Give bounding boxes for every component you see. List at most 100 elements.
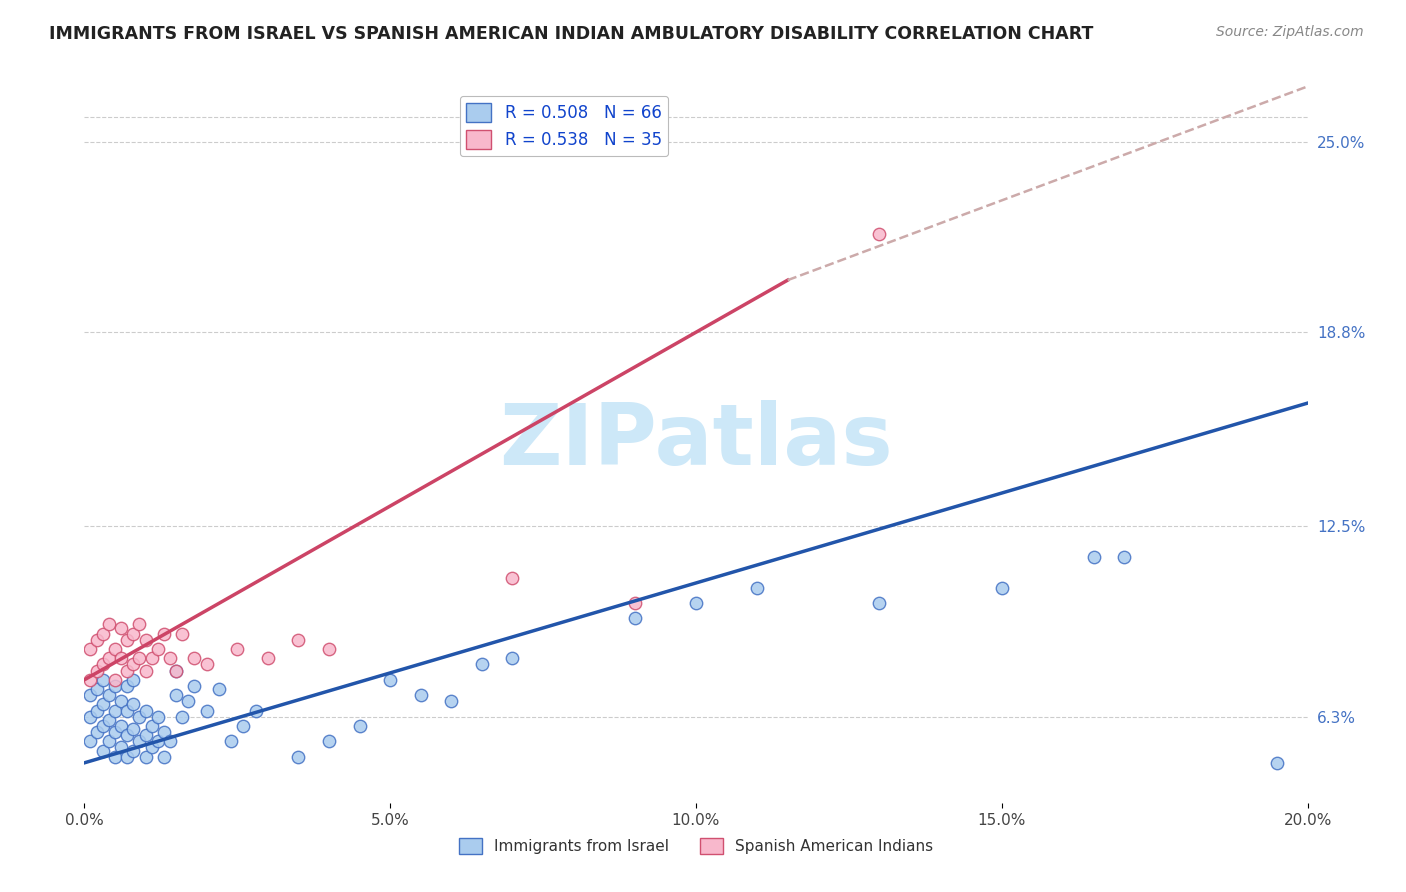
Point: [122, 743, 145, 757]
Point: [86, 681, 108, 696]
Point: [232, 719, 254, 733]
Point: [122, 657, 145, 672]
Point: [165, 688, 187, 702]
Point: [195, 657, 218, 672]
Point: [471, 657, 494, 672]
Point: [440, 694, 463, 708]
Point: [624, 611, 647, 625]
Point: [159, 734, 181, 748]
Point: [79, 673, 101, 687]
Point: [380, 673, 402, 687]
Point: [115, 632, 138, 647]
Text: ZIPatlas: ZIPatlas: [499, 400, 893, 483]
Point: [79, 734, 101, 748]
Point: [1083, 549, 1105, 564]
Point: [287, 749, 309, 764]
Point: [135, 728, 157, 742]
Point: [135, 664, 157, 678]
Point: [177, 694, 200, 708]
Point: [869, 596, 891, 610]
Point: [135, 632, 157, 647]
Point: [91, 743, 114, 757]
Point: [115, 664, 138, 678]
Point: [141, 719, 163, 733]
Text: Source: ZipAtlas.com: Source: ZipAtlas.com: [1216, 25, 1364, 39]
Point: [79, 688, 101, 702]
Point: [183, 651, 205, 665]
Point: [318, 642, 340, 657]
Point: [91, 719, 114, 733]
Point: [146, 734, 169, 748]
Point: [115, 704, 138, 718]
Point: [97, 713, 120, 727]
Point: [86, 704, 108, 718]
Point: [165, 664, 187, 678]
Point: [110, 740, 132, 755]
Point: [122, 673, 145, 687]
Point: [128, 617, 150, 632]
Point: [91, 626, 114, 640]
Point: [91, 657, 114, 672]
Point: [747, 581, 769, 595]
Point: [128, 734, 150, 748]
Point: [219, 734, 242, 748]
Point: [287, 632, 309, 647]
Point: [135, 704, 157, 718]
Point: [104, 642, 127, 657]
Point: [110, 621, 132, 635]
Point: [115, 749, 138, 764]
Point: [226, 642, 249, 657]
Point: [245, 704, 267, 718]
Point: [97, 688, 120, 702]
Point: [79, 709, 101, 723]
Point: [128, 709, 150, 723]
Point: [624, 596, 647, 610]
Point: [409, 688, 432, 702]
Point: [104, 725, 127, 739]
Point: [91, 673, 114, 687]
Point: [1265, 756, 1288, 770]
Point: [991, 581, 1014, 595]
Text: IMMIGRANTS FROM ISRAEL VS SPANISH AMERICAN INDIAN AMBULATORY DISABILITY CORRELAT: IMMIGRANTS FROM ISRAEL VS SPANISH AMERIC…: [49, 25, 1094, 43]
Point: [97, 651, 120, 665]
Point: [141, 651, 163, 665]
Point: [135, 749, 157, 764]
Point: [502, 571, 524, 585]
Point: [502, 651, 524, 665]
Point: [122, 722, 145, 736]
Point: [183, 679, 205, 693]
Point: [172, 626, 194, 640]
Point: [122, 626, 145, 640]
Point: [195, 704, 218, 718]
Point: [318, 734, 340, 748]
Point: [349, 719, 371, 733]
Point: [91, 698, 114, 712]
Point: [146, 642, 169, 657]
Point: [104, 704, 127, 718]
Point: [104, 679, 127, 693]
Point: [110, 694, 132, 708]
Point: [153, 749, 176, 764]
Point: [97, 734, 120, 748]
Point: [159, 651, 181, 665]
Point: [165, 664, 187, 678]
Point: [86, 664, 108, 678]
Point: [104, 673, 127, 687]
Point: [869, 227, 891, 241]
Point: [86, 632, 108, 647]
Point: [208, 681, 231, 696]
Point: [257, 651, 280, 665]
Point: [115, 679, 138, 693]
Point: [97, 617, 120, 632]
Point: [685, 596, 707, 610]
Point: [141, 740, 163, 755]
Point: [172, 709, 194, 723]
Point: [153, 725, 176, 739]
Point: [1114, 549, 1136, 564]
Point: [110, 651, 132, 665]
Point: [122, 698, 145, 712]
Point: [115, 728, 138, 742]
Point: [146, 709, 169, 723]
Point: [110, 719, 132, 733]
Point: [86, 725, 108, 739]
